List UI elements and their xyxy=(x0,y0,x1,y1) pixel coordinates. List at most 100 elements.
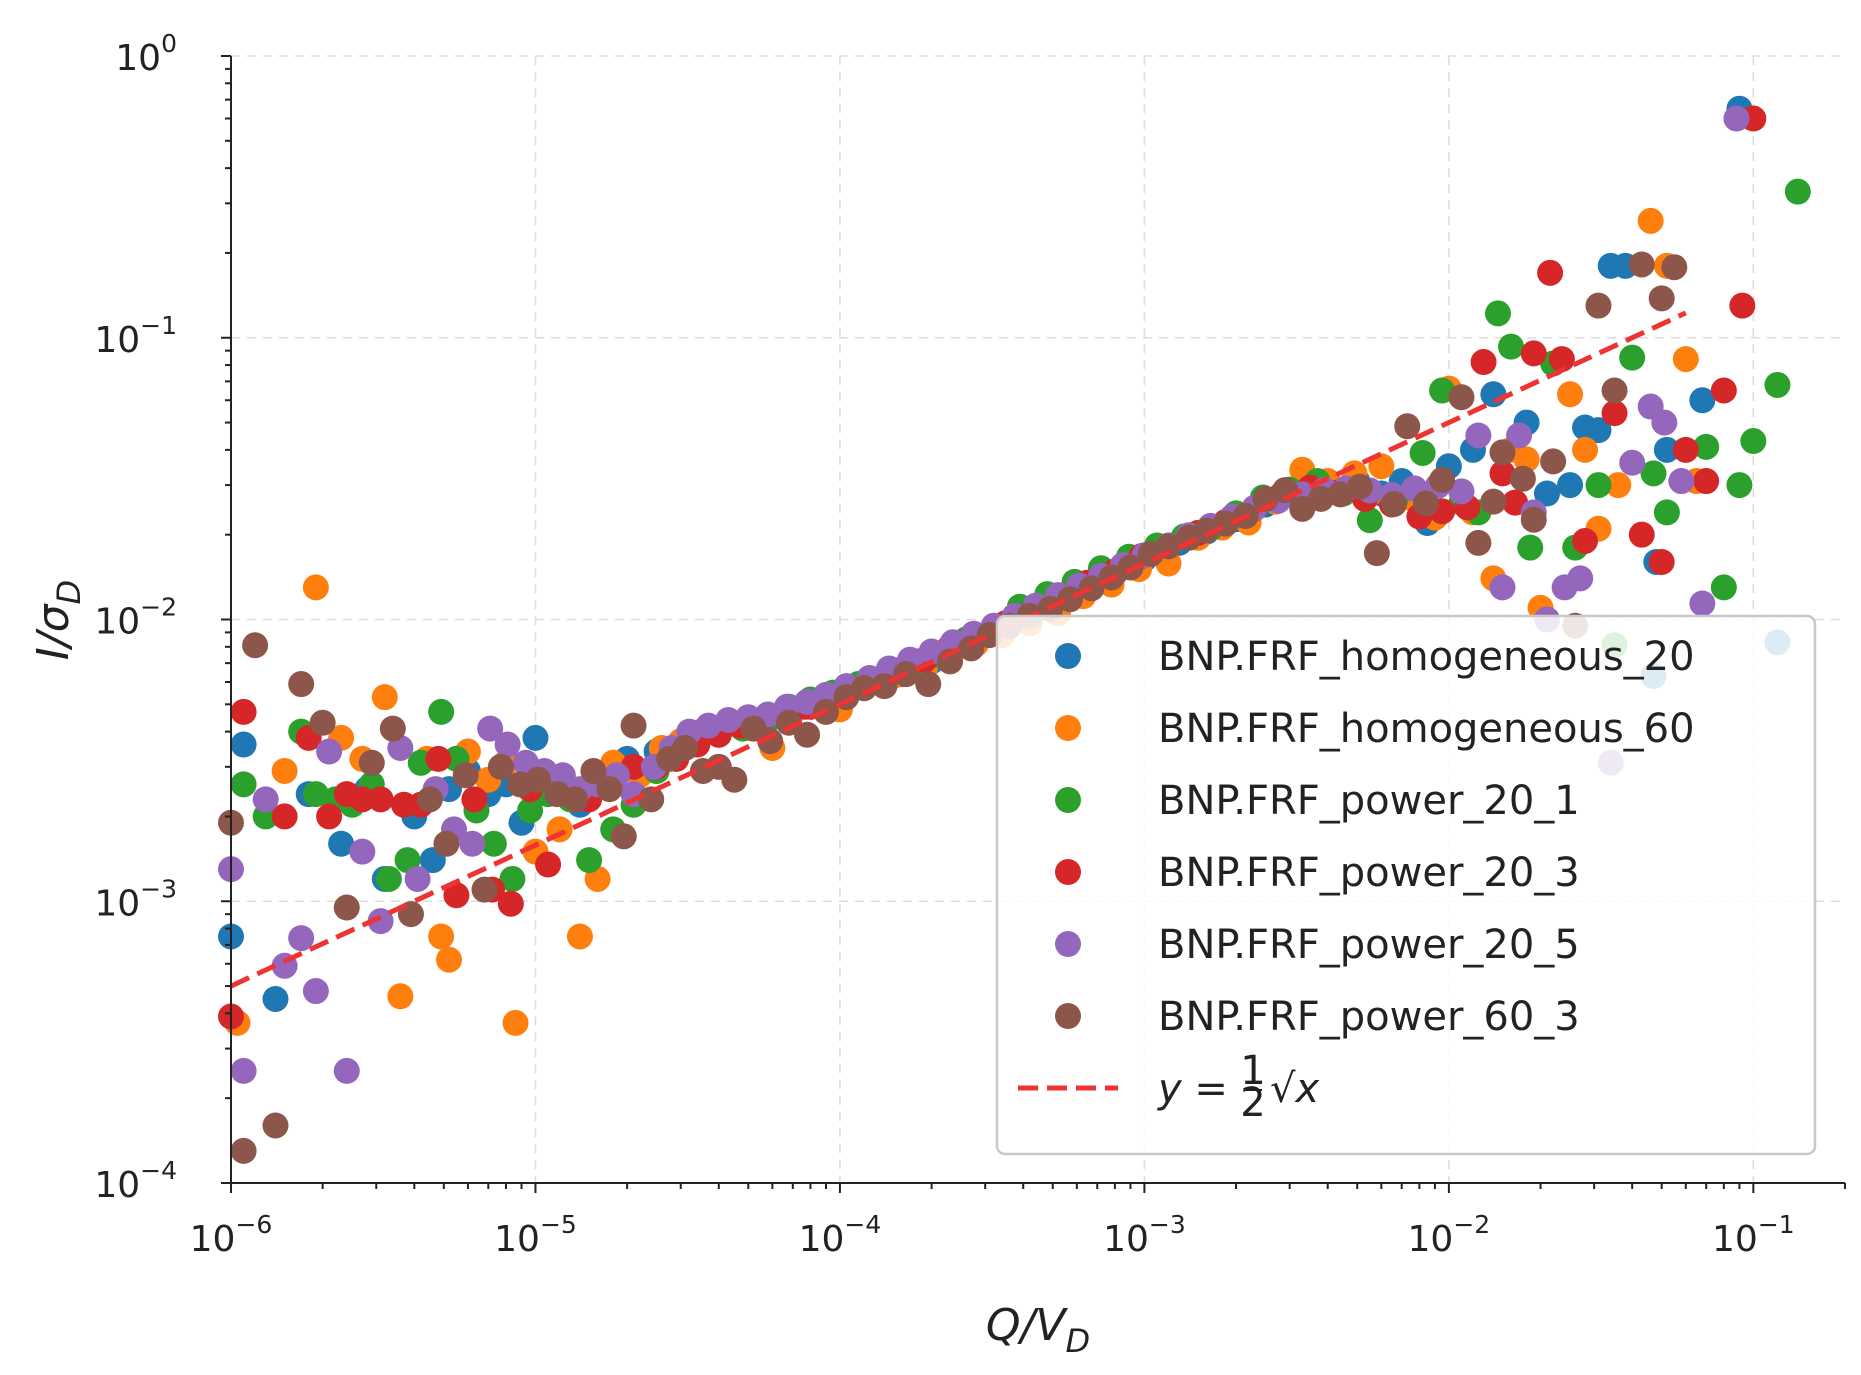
data-point xyxy=(1628,251,1655,278)
data-point xyxy=(1448,384,1475,411)
data-point xyxy=(1653,436,1680,463)
data-point xyxy=(1567,565,1594,592)
data-point xyxy=(1520,340,1547,367)
x-tick-label: 10−1 xyxy=(1712,1210,1795,1260)
data-point xyxy=(1668,468,1695,495)
data-point xyxy=(262,1112,289,1139)
data-point xyxy=(1368,453,1395,480)
data-point xyxy=(566,923,593,950)
data-point xyxy=(1764,371,1791,398)
data-point xyxy=(1619,344,1646,371)
data-point xyxy=(1619,449,1646,476)
data-point xyxy=(436,946,463,973)
data-point xyxy=(1605,472,1632,499)
legend-label: BNP.FRF_power_60_3 xyxy=(1158,994,1580,1040)
legend-fit-num: 1 xyxy=(1240,1048,1265,1094)
data-point xyxy=(477,715,504,742)
data-point xyxy=(242,632,269,659)
data-point xyxy=(1480,381,1507,408)
data-point xyxy=(1394,413,1421,440)
data-point xyxy=(502,1009,529,1036)
legend-fit-root: √x xyxy=(1270,1066,1319,1112)
x-tick-label: 10−5 xyxy=(494,1210,577,1260)
data-point xyxy=(349,838,376,865)
data-point xyxy=(1465,529,1492,556)
data-point xyxy=(1572,436,1599,463)
data-point xyxy=(387,983,414,1010)
data-point xyxy=(1601,400,1628,427)
data-point xyxy=(316,803,343,830)
data-point xyxy=(425,745,452,772)
data-point xyxy=(1540,448,1567,475)
data-point xyxy=(230,698,257,725)
data-point xyxy=(915,671,942,698)
data-point xyxy=(525,766,552,793)
legend: BNP.FRF_homogeneous_20 BNP.FRF_homogeneou… xyxy=(995,614,1817,1156)
data-point xyxy=(1489,439,1516,466)
data-point xyxy=(371,684,398,711)
y-tick-label: 10−3 xyxy=(94,874,177,924)
data-point xyxy=(1489,460,1516,487)
fit-line xyxy=(229,310,1687,989)
data-point xyxy=(576,847,603,874)
data-point xyxy=(358,749,385,776)
data-point xyxy=(535,851,562,878)
data-point xyxy=(1723,105,1750,132)
data-point xyxy=(1672,436,1699,463)
data-point xyxy=(1672,346,1699,373)
x-tick-label: 10−2 xyxy=(1408,1210,1491,1260)
data-point xyxy=(375,865,402,892)
y-tick-label: 10−2 xyxy=(94,593,177,643)
data-point xyxy=(230,771,257,798)
y-tick-label: 10−4 xyxy=(94,1156,177,1206)
data-point xyxy=(1729,292,1756,319)
data-points xyxy=(218,95,1811,1164)
data-point xyxy=(416,786,443,813)
legend-marker xyxy=(1055,715,1081,741)
data-point xyxy=(1710,574,1737,601)
data-point xyxy=(1661,254,1688,281)
data-point xyxy=(672,734,699,761)
data-point xyxy=(1356,507,1383,534)
data-point xyxy=(1689,590,1716,617)
data-point xyxy=(1726,472,1753,499)
legend-label: BNP.FRF_power_20_5 xyxy=(1158,922,1580,968)
data-point xyxy=(610,823,637,850)
data-point xyxy=(757,728,784,755)
data-point xyxy=(721,766,748,793)
data-point xyxy=(1513,446,1540,473)
data-point xyxy=(288,925,315,952)
data-point xyxy=(471,876,498,903)
ticks xyxy=(221,55,1846,1193)
data-point xyxy=(1480,488,1507,515)
data-point xyxy=(1470,349,1497,376)
data-point xyxy=(1409,439,1436,466)
data-point xyxy=(1307,485,1334,512)
data-point xyxy=(1509,465,1536,492)
data-point xyxy=(302,978,329,1005)
data-point xyxy=(1585,417,1612,444)
data-point xyxy=(522,724,549,751)
data-point xyxy=(1689,387,1716,414)
data-point xyxy=(580,757,607,784)
data-point xyxy=(1429,466,1456,493)
data-point xyxy=(1710,377,1737,404)
data-point xyxy=(638,786,665,813)
data-point xyxy=(349,786,376,813)
data-point xyxy=(1653,499,1680,526)
data-point xyxy=(562,786,589,813)
data-point xyxy=(480,830,507,857)
data-point xyxy=(1465,422,1492,449)
data-point xyxy=(1693,433,1720,460)
data-point xyxy=(1485,300,1512,327)
data-point xyxy=(1585,472,1612,499)
data-point xyxy=(333,1057,360,1084)
data-point xyxy=(1557,381,1584,408)
legend-marker xyxy=(1055,931,1081,957)
data-point xyxy=(497,890,524,917)
data-point xyxy=(271,803,298,830)
legend-label: BNP.FRF_power_20_1 xyxy=(1158,778,1580,824)
data-point xyxy=(428,923,455,950)
data-point xyxy=(1380,491,1407,518)
